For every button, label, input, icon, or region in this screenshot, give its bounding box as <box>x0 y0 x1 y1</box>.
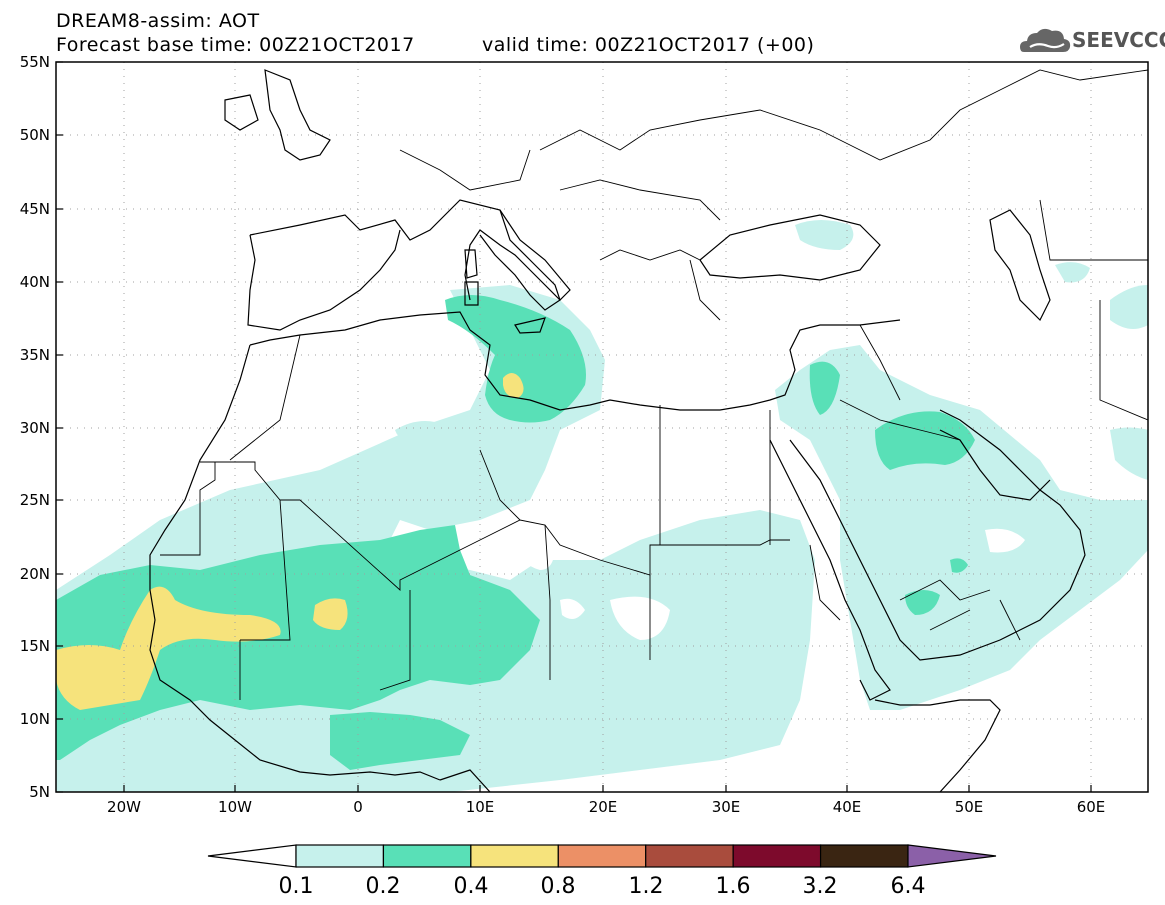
map-title: DREAM8-assim: AOT <box>56 10 260 32</box>
colorbar-cells <box>295 844 909 868</box>
lat-label: 40N <box>20 273 50 291</box>
colorbar-cell <box>295 844 385 868</box>
lat-label: 50N <box>20 126 50 144</box>
map-frame <box>55 61 1149 793</box>
lat-label: 25N <box>20 491 50 509</box>
colorbar-labels: 0.1 0.2 0.4 0.8 1.2 1.6 3.2 6.4 <box>279 874 926 899</box>
lat-label: 35N <box>20 346 50 364</box>
colorbar-cell <box>645 844 734 868</box>
lon-label: 20W <box>107 798 141 816</box>
colorbar-cell <box>819 844 909 868</box>
colorbar-label: 1.6 <box>716 874 751 899</box>
cloud-logo-icon <box>1020 28 1071 52</box>
lat-label: 10N <box>20 710 50 728</box>
aot-map: 55N 50N 45N 40N 35N 30N 25N 20N 15N 10N … <box>20 53 1149 816</box>
colorbar-cell <box>470 844 559 868</box>
colorbar-label: 6.4 <box>891 874 926 899</box>
colorbar-label: 3.2 <box>803 874 838 899</box>
lat-label: 5N <box>29 783 50 801</box>
lat-label: 45N <box>20 200 50 218</box>
colorbar-cell <box>557 844 647 868</box>
lat-label: 20N <box>20 565 50 583</box>
grid-lines <box>56 62 1148 792</box>
lat-label: 15N <box>20 637 50 655</box>
colorbar-label: 1.2 <box>629 874 664 899</box>
latitude-labels: 55N 50N 45N 40N 35N 30N 25N 20N 15N 10N … <box>20 53 50 801</box>
lon-label: 10E <box>466 798 495 816</box>
lon-label: 50E <box>955 798 984 816</box>
lon-label: 30E <box>712 798 741 816</box>
colorbar-label: 0.8 <box>541 874 576 899</box>
lat-label: 30N <box>20 419 50 437</box>
longitude-labels: 20W 10W 0 10E 20E 30E 40E 50E 60E <box>107 798 1105 816</box>
axis-ticks <box>56 61 1092 793</box>
colorbar-under-arrow <box>207 844 297 868</box>
lon-label: 0 <box>353 798 363 816</box>
colorbar-label: 0.4 <box>454 874 489 899</box>
colorbar-cell <box>382 844 472 868</box>
lon-label: 20E <box>589 798 618 816</box>
colorbar-cell <box>732 844 822 868</box>
lon-label: 40E <box>833 798 862 816</box>
forecast-base-time: Forecast base time: 00Z21OCT2017 <box>56 34 415 56</box>
aot-band-0.2 <box>56 295 975 770</box>
valid-time: valid time: 00Z21OCT2017 (+00) <box>482 34 815 56</box>
lat-label: 55N <box>20 53 50 71</box>
lon-label: 10W <box>218 798 252 816</box>
coastlines <box>149 69 1086 792</box>
country-borders <box>160 69 1148 700</box>
colorbar-over-arrow <box>907 844 997 868</box>
aot-band-0.4 <box>56 373 524 710</box>
logo-text: SEEVCCC <box>1072 28 1165 52</box>
lon-label: 60E <box>1077 798 1106 816</box>
colorbar-label: 0.1 <box>279 874 314 899</box>
colorbar-label: 0.2 <box>366 874 401 899</box>
